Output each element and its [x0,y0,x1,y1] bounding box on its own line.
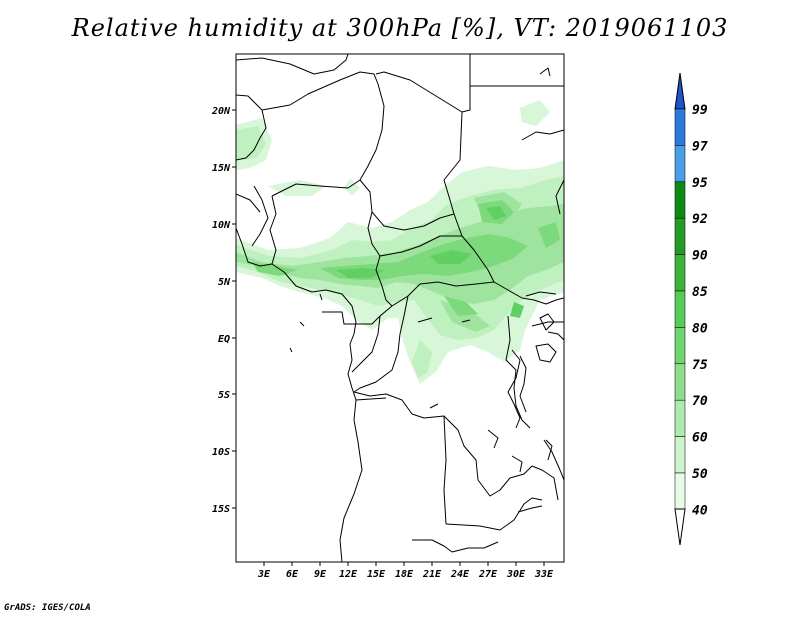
humidity-region-70 [252,200,560,316]
lon-label: 6E [286,569,299,580]
axis-ticks [232,109,545,566]
lon-label: 21E [422,569,442,580]
map-frame [235,53,565,563]
lon-label: 27E [478,569,498,580]
lat-label: 10N [212,220,231,231]
colorbar-label: 50 [692,467,708,482]
colorbar-swatch [674,363,686,401]
lon-label: 9E [314,569,327,580]
colorbar-label: 99 [692,103,708,118]
grads-credit: GrADS: IGES/COLA [4,603,91,613]
colorbar-swatch [674,254,686,292]
colorbar-label: 97 [692,139,708,154]
lon-label: 24E [450,569,470,580]
lat-label: 20N [211,106,231,117]
colorbar-swatch [674,327,686,365]
lat-label: 5S [218,390,230,401]
colorbar-label: 60 [692,431,708,446]
colorbar-label: 85 [692,285,708,300]
colorbar-label: 90 [692,249,708,264]
colorbar-label: 92 [692,212,708,227]
map-title: Relative humidity at 300hPa [%], VT: 201… [71,14,729,42]
lon-label: 12E [339,569,358,580]
longitude-labels: 3E 6E 9E 12E 15E 18E 21E 24E 27E 30E 33E [257,569,554,580]
colorbar-top-arrow [674,72,686,110]
lon-label: 33E [534,569,554,580]
colorbar-bottom-arrow [674,508,686,546]
lon-label: 3E [257,569,271,580]
colorbar-swatch [674,290,686,328]
colorbar: 99 97 95 92 90 85 80 75 70 60 50 40 [674,72,708,546]
colorbar-swatch [674,145,686,183]
lat-label: 5N [218,277,231,288]
colorbar-label: 75 [692,358,708,373]
colorbar-swatch [674,217,686,255]
lat-label: 10S [212,447,230,458]
lat-label: EQ [218,334,230,345]
lat-label: 15N [212,163,231,174]
colorbar-swatch [674,181,686,219]
colorbar-swatch [674,399,686,437]
colorbar-label: 70 [692,394,708,409]
humidity-shading [236,100,564,384]
country-borders [236,54,564,562]
latitude-labels: 20N 15N 10N 5N EQ 5S 10S 15S [211,106,231,515]
lon-label: 15E [367,569,386,580]
lat-label: 15S [212,504,230,515]
lon-label: 18E [395,569,414,580]
colorbar-label: 95 [692,176,708,191]
colorbar-swatch [674,108,686,146]
lon-label: 30E [506,569,526,580]
colorbar-label: 40 [692,503,708,518]
colorbar-swatch [674,472,686,510]
colorbar-swatch [674,436,686,474]
colorbar-label: 80 [692,321,708,336]
